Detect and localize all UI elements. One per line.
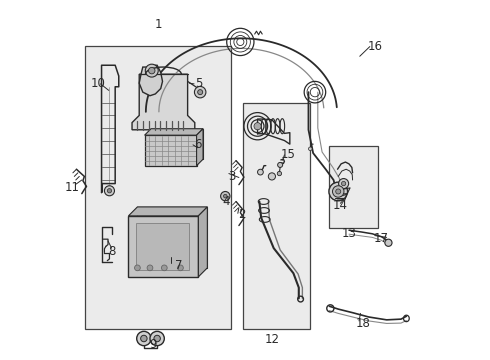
Circle shape (154, 335, 160, 342)
Circle shape (107, 189, 112, 193)
Circle shape (254, 123, 261, 130)
Text: 1: 1 (154, 18, 162, 31)
Text: 16: 16 (368, 40, 382, 53)
Circle shape (150, 331, 164, 346)
Polygon shape (145, 129, 203, 135)
Text: 8: 8 (108, 245, 115, 258)
Circle shape (141, 335, 147, 342)
Circle shape (148, 67, 155, 74)
Bar (329, 146, 378, 228)
Bar (243, 103, 310, 329)
Bar (85, 45, 231, 329)
Circle shape (339, 179, 349, 189)
Text: 15: 15 (281, 148, 295, 161)
Circle shape (277, 171, 282, 176)
Circle shape (197, 90, 203, 95)
Polygon shape (128, 207, 207, 216)
Text: 4: 4 (222, 195, 230, 208)
Text: 14: 14 (333, 199, 347, 212)
Text: 13: 13 (342, 227, 356, 240)
Circle shape (385, 239, 392, 246)
Polygon shape (132, 74, 195, 130)
Text: 10: 10 (91, 77, 105, 90)
Circle shape (104, 186, 115, 196)
Text: 9: 9 (149, 338, 157, 351)
Circle shape (329, 182, 347, 201)
Bar (136, 223, 190, 270)
Text: 17: 17 (374, 231, 389, 244)
Circle shape (220, 192, 230, 201)
Circle shape (135, 265, 140, 271)
Text: 7: 7 (175, 259, 182, 272)
Circle shape (278, 162, 283, 167)
Polygon shape (198, 207, 207, 277)
Circle shape (336, 189, 341, 194)
Circle shape (223, 194, 227, 198)
Polygon shape (196, 129, 203, 166)
Bar (151, 129, 203, 159)
Text: 6: 6 (194, 138, 201, 151)
Circle shape (258, 169, 263, 175)
Circle shape (342, 181, 346, 186)
Circle shape (147, 265, 153, 271)
Circle shape (195, 86, 206, 98)
Circle shape (146, 64, 158, 77)
Text: 11: 11 (65, 181, 80, 194)
Bar (128, 216, 198, 277)
Circle shape (177, 265, 183, 271)
Polygon shape (139, 65, 163, 96)
Circle shape (161, 265, 167, 271)
Bar (137, 207, 207, 268)
Circle shape (309, 147, 312, 150)
Circle shape (269, 173, 275, 180)
Text: 18: 18 (356, 317, 371, 330)
Text: 3: 3 (228, 170, 235, 183)
Text: 5: 5 (196, 77, 203, 90)
Text: 12: 12 (265, 333, 279, 346)
Text: 2: 2 (238, 208, 245, 221)
Circle shape (137, 331, 151, 346)
Bar (145, 135, 196, 166)
Circle shape (333, 186, 344, 197)
